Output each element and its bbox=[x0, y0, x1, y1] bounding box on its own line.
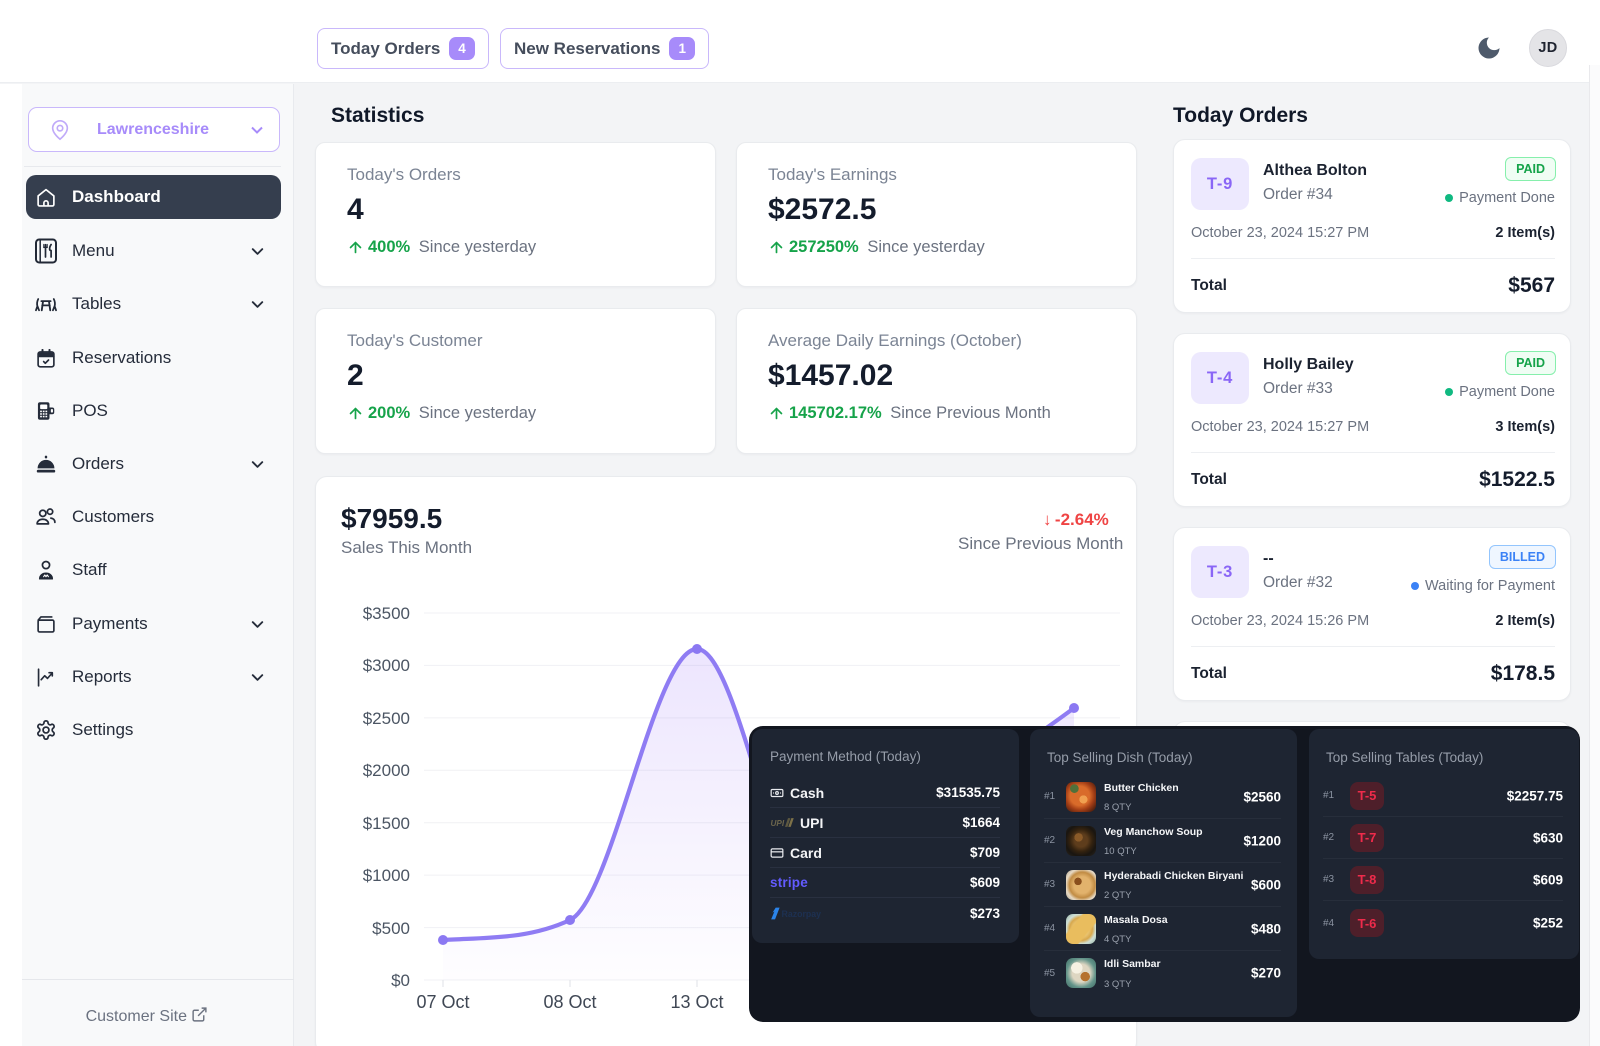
svg-text:UPI: UPI bbox=[771, 819, 785, 828]
svg-text:Razorpay: Razorpay bbox=[782, 909, 822, 919]
